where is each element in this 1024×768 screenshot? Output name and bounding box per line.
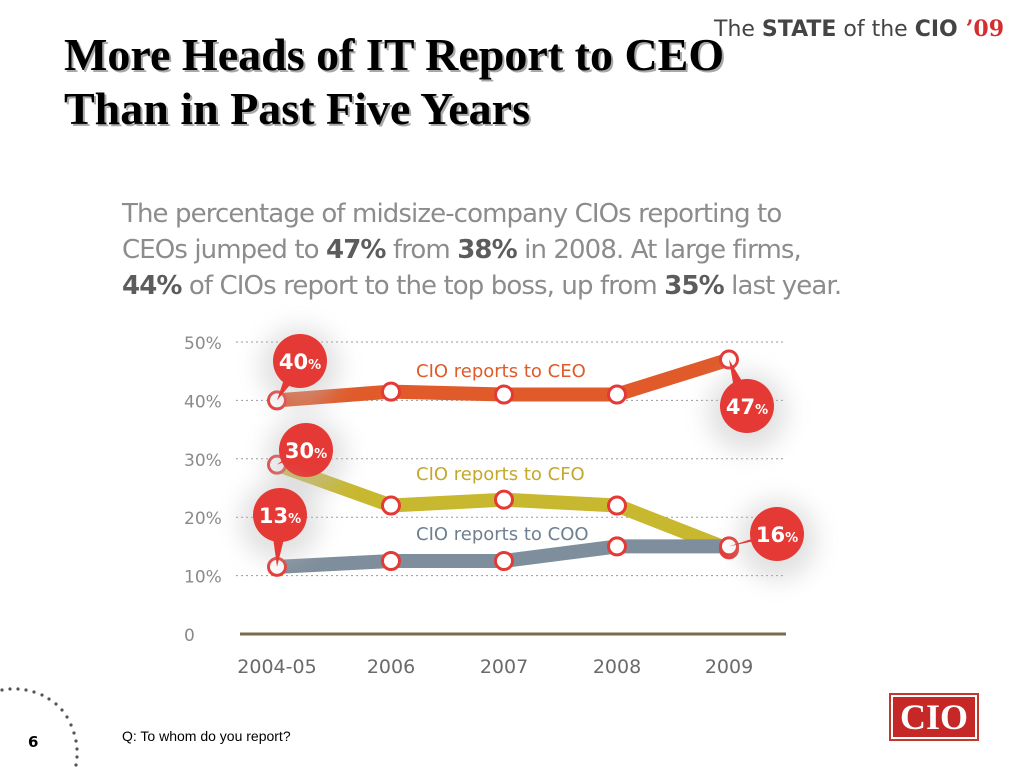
y-tick-label: 10% [184,568,222,588]
data-point-marker [607,536,627,557]
data-point-marker [607,384,627,405]
title-line-2: Than in Past Five Years [64,83,530,134]
summary-line-2: CEOs jumped to 47% from 38% in 2008. At … [122,232,912,268]
title-line-1: More Heads of IT Report to CEO [64,29,725,80]
callout-value: 30% [285,439,327,463]
summary-text: CEOs jumped to [122,235,327,265]
summary-text: in 2008. At large firms, [516,235,802,265]
callout-value: 47% [726,395,768,419]
summary-highlight: 35% [664,271,724,301]
data-point-marker [381,381,401,402]
brand-cio: CIO [914,17,958,42]
callout-value: 13% [259,504,301,528]
brand-state: STATE [761,17,837,42]
summary-text: The percentage of midsize-company CIOs r… [122,199,782,229]
series-label: CIO reports to CEO [416,361,586,382]
callout-value: 40% [279,350,321,374]
callout-bubble [750,507,804,561]
state-of-cio-brand: The STATE of the CIO ’09 [714,16,1004,42]
callout-value: 16% [756,523,798,547]
data-point-marker [381,495,401,516]
survey-question-footnote: Q: To whom do you report? [122,728,291,744]
cio-logo-text: CIO [893,697,975,737]
summary-text: of CIOs report to the top boss, up from [181,271,665,301]
summary-text: last year. [723,271,842,301]
callout-unit: % [755,403,768,418]
x-tick-label: 2006 [367,656,415,678]
callout-number: 30 [285,439,314,463]
callout-bubble [273,334,327,388]
callout-pointer [277,361,310,401]
brand-year: ’09 [965,16,1005,42]
series-label: CIO reports to CFO [416,464,585,485]
data-point-marker [494,384,514,405]
summary-highlight: 38% [457,235,517,265]
summary-line-3: 44% of CIOs report to the top boss, up f… [122,268,912,304]
callout-unit: % [785,531,798,546]
slide-title: More Heads of IT Report to CEO Than in P… [64,28,724,136]
x-tick-label: 2009 [705,656,753,678]
cio-logo: CIO [889,693,979,741]
series-label: CIO reports to COO [416,524,589,545]
summary-text: from [385,235,458,265]
callout-number: 16 [756,523,785,547]
y-tick-label: 0 [184,626,195,646]
callout-bubble [253,488,307,542]
callout-unit: % [314,447,327,462]
callout-unit: % [308,358,321,373]
y-tick-label: 20% [184,509,222,529]
summary-highlight: 47% [326,235,386,265]
x-tick-label: 2004-05 [237,656,316,678]
callout-number: 13 [259,504,288,528]
data-point-marker [494,489,514,510]
y-tick-label: 30% [184,451,222,471]
chart-summary: The percentage of midsize-company CIOs r… [122,196,912,304]
callout-number: 40 [279,350,308,374]
y-tick-label: 40% [184,392,222,412]
data-point-marker [494,551,514,571]
x-tick-label: 2007 [480,656,528,678]
y-tick-label: 50% [184,334,222,354]
summary-line-1: The percentage of midsize-company CIOs r… [122,196,912,232]
data-point-marker [381,551,401,571]
x-tick-label: 2008 [593,656,641,678]
data-point-marker [607,495,627,516]
callout-unit: % [288,512,301,527]
callout-bubble [279,423,333,477]
summary-highlight: 44% [122,271,182,301]
brand-of-the: of the [836,17,915,42]
decorative-dot-arc [0,687,79,767]
callout-number: 47 [726,395,755,419]
callout-bubble [720,379,774,433]
brand-the: The [714,17,762,42]
page-number: 6 [28,733,39,751]
